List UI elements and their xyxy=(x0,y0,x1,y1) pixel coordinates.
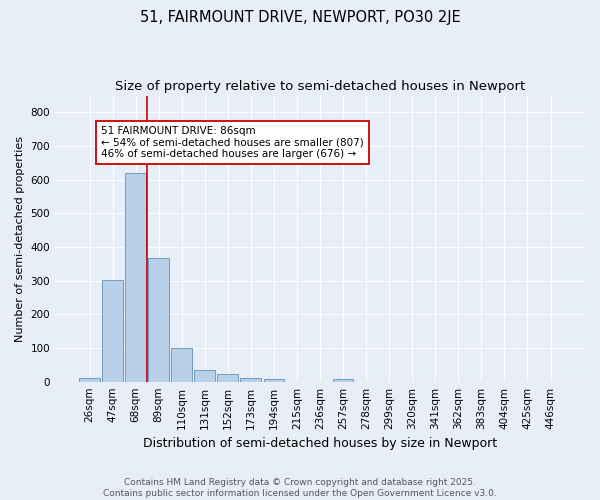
Text: Contains HM Land Registry data © Crown copyright and database right 2025.
Contai: Contains HM Land Registry data © Crown c… xyxy=(103,478,497,498)
Bar xyxy=(241,378,261,382)
Bar xyxy=(148,258,169,382)
Bar xyxy=(332,380,353,382)
Text: 51 FAIRMOUNT DRIVE: 86sqm
← 54% of semi-detached houses are smaller (807)
46% of: 51 FAIRMOUNT DRIVE: 86sqm ← 54% of semi-… xyxy=(101,126,364,159)
Bar xyxy=(172,348,192,382)
Bar xyxy=(79,378,100,382)
Y-axis label: Number of semi-detached properties: Number of semi-detached properties xyxy=(15,136,25,342)
Bar xyxy=(194,370,215,382)
Bar xyxy=(217,374,238,382)
X-axis label: Distribution of semi-detached houses by size in Newport: Distribution of semi-detached houses by … xyxy=(143,437,497,450)
Bar xyxy=(125,174,146,382)
Bar xyxy=(102,280,123,382)
Bar xyxy=(263,379,284,382)
Title: Size of property relative to semi-detached houses in Newport: Size of property relative to semi-detach… xyxy=(115,80,525,93)
Text: 51, FAIRMOUNT DRIVE, NEWPORT, PO30 2JE: 51, FAIRMOUNT DRIVE, NEWPORT, PO30 2JE xyxy=(140,10,460,25)
